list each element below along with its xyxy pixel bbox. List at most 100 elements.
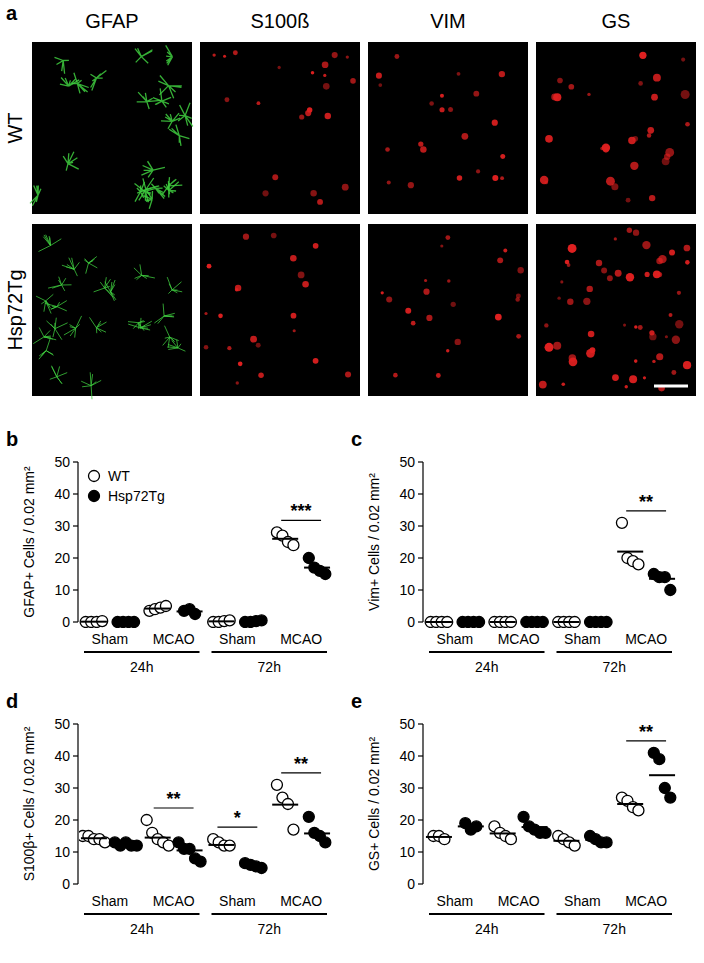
cell — [227, 346, 231, 350]
cell — [393, 373, 398, 378]
x-tick-label: MCAO — [498, 631, 540, 647]
cell — [440, 94, 444, 98]
cell — [436, 373, 441, 378]
cell — [588, 331, 595, 338]
cell — [677, 291, 681, 295]
y-tick-label: 30 — [399, 518, 415, 534]
cell — [499, 71, 505, 77]
y-axis — [422, 724, 423, 884]
plot-area — [80, 527, 331, 628]
cell — [81, 372, 101, 399]
mean-line — [240, 620, 266, 622]
cell — [262, 190, 268, 196]
cell — [36, 294, 53, 313]
y-axis — [422, 462, 423, 622]
cell — [600, 147, 603, 150]
cell — [256, 343, 261, 348]
cell — [642, 241, 650, 249]
cell — [606, 177, 615, 186]
cell — [317, 199, 323, 205]
cell — [135, 182, 151, 202]
point — [271, 779, 282, 790]
cell — [62, 258, 80, 276]
image-bg — [32, 224, 192, 396]
cell — [557, 78, 563, 84]
x-tick-label: Sham — [92, 631, 129, 647]
x-tick-label: Sham — [92, 893, 129, 909]
x-tick-label: Sham — [437, 631, 474, 647]
cell — [457, 175, 463, 181]
cell — [346, 55, 349, 58]
cell — [167, 277, 182, 294]
cell — [544, 323, 548, 327]
cell — [257, 101, 261, 105]
y-axis-label: S100β+ Cells / 0.02 mm² — [21, 726, 37, 881]
cell — [492, 120, 498, 126]
cell — [386, 297, 392, 303]
cell — [539, 381, 547, 389]
micrograph — [536, 224, 696, 396]
mean-line — [522, 621, 548, 623]
cell — [60, 78, 79, 87]
point — [601, 837, 612, 848]
y-tick — [73, 493, 78, 494]
y-tick-label: 40 — [54, 748, 70, 764]
group-bracket — [84, 651, 200, 653]
group-bracket — [212, 651, 328, 653]
cell — [681, 58, 685, 62]
point — [654, 754, 665, 765]
cell — [48, 277, 71, 291]
cell — [681, 90, 690, 99]
group-bracket — [212, 913, 328, 915]
cell — [587, 286, 593, 292]
point — [659, 572, 670, 583]
micrograph — [368, 42, 528, 214]
y-tick-label: 30 — [399, 780, 415, 796]
cell — [212, 53, 215, 56]
mean-line — [177, 849, 203, 851]
x-tick-label: Sham — [219, 893, 256, 909]
cell — [278, 66, 281, 69]
y-tick-label: 30 — [54, 518, 70, 534]
cell — [634, 325, 637, 328]
cell — [457, 72, 461, 76]
cell — [387, 180, 391, 184]
cell — [235, 285, 241, 291]
cell — [455, 339, 461, 345]
group-label: 24h — [130, 921, 153, 937]
figure: aGFAPS100ßVIMGSWTHsp72TgbGFAP+ Cells / 0… — [0, 0, 704, 963]
point — [665, 792, 676, 803]
cell — [653, 270, 661, 278]
cell — [168, 340, 186, 351]
cell — [408, 182, 414, 188]
cell — [626, 273, 634, 281]
y-tick — [418, 755, 423, 756]
cell — [272, 174, 278, 180]
cell — [204, 345, 209, 350]
legend-marker — [89, 471, 100, 482]
panel-label: d — [6, 690, 18, 712]
cell — [418, 141, 423, 146]
legend-marker — [89, 491, 100, 502]
cell — [166, 45, 173, 65]
y-tick — [73, 755, 78, 756]
cell — [649, 195, 655, 201]
group-label: 72h — [258, 921, 281, 937]
cell — [662, 157, 670, 165]
cell — [652, 360, 655, 363]
x-tick-label: MCAO — [498, 893, 540, 909]
x-tick-label: MCAO — [280, 893, 322, 909]
cell — [153, 88, 171, 107]
cell — [141, 161, 165, 177]
cell — [39, 339, 54, 359]
cell — [638, 325, 643, 330]
y-axis-label: Vim+ Cells / 0.02 mm² — [366, 473, 382, 611]
cell — [258, 372, 264, 378]
cell — [568, 244, 577, 253]
mean-line — [458, 825, 484, 827]
image-bg — [32, 42, 192, 214]
y-tick-label: 0 — [62, 614, 70, 630]
cell — [55, 57, 69, 73]
cell — [586, 349, 595, 358]
group-bracket — [557, 913, 673, 915]
